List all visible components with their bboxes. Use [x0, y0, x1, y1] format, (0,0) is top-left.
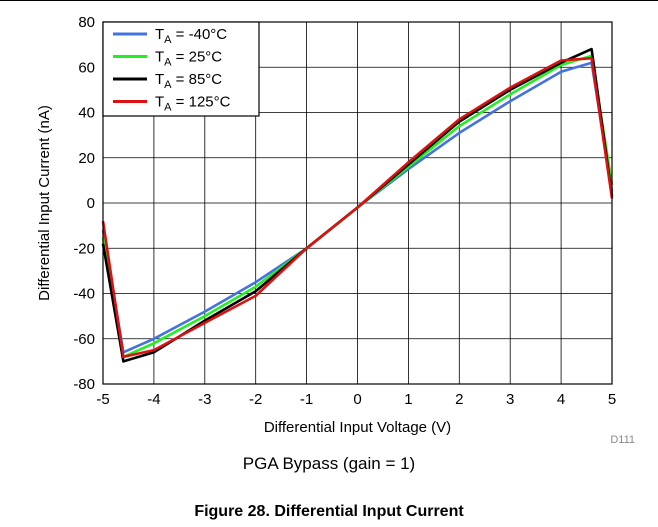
y-tick-label: -80 [73, 376, 95, 393]
x-tick-label: -4 [147, 391, 160, 408]
x-tick-label: 3 [506, 391, 514, 408]
chart-subtitle: PGA Bypass (gain = 1) [242, 454, 416, 473]
legend: TA = -40°C TA = 25°CTA = 85°C TA = 125°C [102, 21, 260, 117]
series-lines [101, 47, 614, 363]
y-tick-label: 60 [78, 59, 95, 76]
y-tick-label: 0 [87, 195, 95, 212]
legend-label: TA = 125°C [155, 94, 231, 114]
y-tick-label: 80 [78, 14, 95, 31]
y-tick-label: -20 [73, 240, 95, 257]
x-axis-title: Differential Input Voltage (V) [264, 419, 451, 436]
x-tick-label: -1 [300, 391, 313, 408]
x-tick-label: -2 [249, 391, 262, 408]
y-axis-title: Differential Input Current (nA) [36, 105, 53, 301]
x-tick-label: 1 [404, 391, 412, 408]
legend-label: TA = 85°C [155, 71, 222, 91]
figure-caption: Figure 28. Differential Input Current [194, 503, 464, 520]
x-tick-label: -5 [96, 391, 109, 408]
y-tick-label: -40 [73, 286, 95, 303]
plot-area-frame [102, 21, 613, 385]
x-tick-labels: -5 -4 -3 -2 -1 0 1 2 3 4 5 [96, 391, 616, 408]
legend-label: TA = 25°C [155, 49, 222, 69]
y-tick-labels: -80 -60 -40 -20 0 20 40 60 80 [73, 14, 95, 393]
top-rule [0, 0, 658, 1]
x-tick-label: 4 [557, 391, 565, 408]
x-tick-label: 2 [455, 391, 463, 408]
y-tick-label: 20 [78, 150, 95, 167]
series-line-4 [101, 56, 614, 359]
x-tick-label: 0 [353, 391, 361, 408]
x-tick-label: -3 [198, 391, 211, 408]
x-tick-label: 5 [608, 391, 616, 408]
legend-label: TA = -40°C [155, 26, 227, 46]
figure-code-label: D111 [610, 434, 635, 446]
y-tick-label: -60 [73, 331, 95, 348]
y-tick-label: 40 [78, 105, 95, 122]
